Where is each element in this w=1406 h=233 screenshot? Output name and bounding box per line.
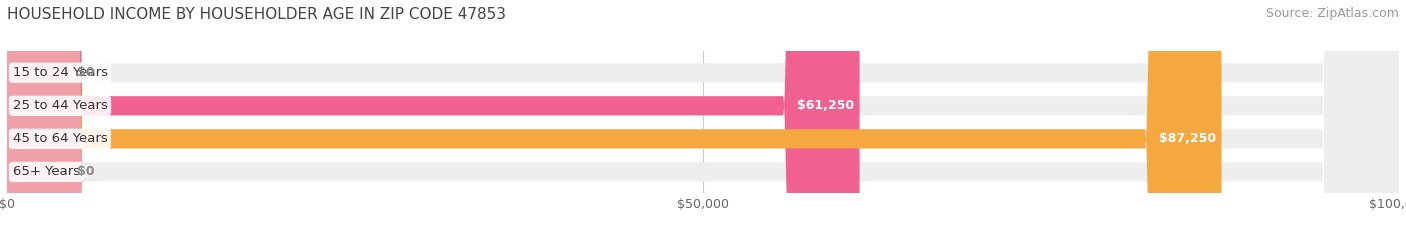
Text: 15 to 24 Years: 15 to 24 Years xyxy=(13,66,108,79)
FancyBboxPatch shape xyxy=(7,0,1399,233)
Text: 65+ Years: 65+ Years xyxy=(13,165,80,178)
Text: Source: ZipAtlas.com: Source: ZipAtlas.com xyxy=(1265,7,1399,20)
FancyBboxPatch shape xyxy=(7,0,1222,233)
Text: HOUSEHOLD INCOME BY HOUSEHOLDER AGE IN ZIP CODE 47853: HOUSEHOLD INCOME BY HOUSEHOLDER AGE IN Z… xyxy=(7,7,506,22)
Text: $0: $0 xyxy=(77,66,94,79)
FancyBboxPatch shape xyxy=(7,0,1399,233)
FancyBboxPatch shape xyxy=(0,0,83,233)
FancyBboxPatch shape xyxy=(7,0,1399,233)
Text: $61,250: $61,250 xyxy=(797,99,853,112)
FancyBboxPatch shape xyxy=(0,0,83,233)
Text: $87,250: $87,250 xyxy=(1159,132,1216,145)
Text: 45 to 64 Years: 45 to 64 Years xyxy=(13,132,107,145)
Text: 25 to 44 Years: 25 to 44 Years xyxy=(13,99,107,112)
FancyBboxPatch shape xyxy=(7,0,859,233)
Text: $0: $0 xyxy=(77,165,94,178)
FancyBboxPatch shape xyxy=(7,0,1399,233)
